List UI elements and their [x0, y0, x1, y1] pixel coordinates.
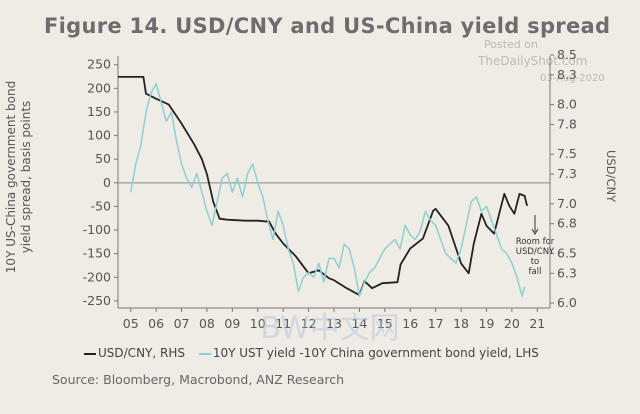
x-tick-label: 21 — [529, 316, 545, 331]
series-spread-line — [129, 82, 526, 297]
bottom-watermark: BW中文网 — [260, 311, 399, 346]
y-right-tick-label: 7.5 — [557, 146, 577, 161]
watermark-posted-on: Posted on — [484, 38, 538, 51]
x-tick-label: 14 — [351, 316, 367, 331]
annotation-text: fall — [529, 267, 542, 277]
x-tick-label: 09 — [224, 316, 240, 331]
y-right-tick-label: 6.8 — [557, 216, 577, 231]
x-tick-label: 17 — [428, 316, 444, 331]
watermark-site: TheDailyShot.com — [478, 54, 588, 68]
x-tick-label: 19 — [479, 316, 495, 331]
y-left-tick-label: -150 — [83, 246, 111, 261]
y-right-tick-label: 7.0 — [557, 196, 577, 211]
x-tick-label: 05 — [123, 316, 139, 331]
annotation-text: Room for — [516, 237, 555, 247]
y-left-tick-label: 150 — [87, 104, 111, 119]
legend-swatch-usdcny — [84, 352, 96, 355]
y-right-tick-label: 6.5 — [557, 245, 577, 260]
legend-label-spread: 10Y UST yield -10Y China government bond… — [212, 346, 539, 360]
y-left-tick-label: 200 — [87, 80, 111, 95]
x-tick-label: 06 — [148, 316, 164, 331]
legend-label-usdcny: USD/CNY, RHS — [98, 346, 185, 360]
x-tick-label: 18 — [453, 316, 469, 331]
y-right-tick-label: 8.0 — [557, 97, 577, 112]
y-right-tick-label: 8.5 — [557, 47, 577, 62]
annotation-text: USD/CNY — [516, 247, 555, 257]
y-right-tick-label: 6.0 — [557, 295, 577, 310]
x-tick-label: 16 — [402, 316, 418, 331]
annotation-arrowhead — [531, 228, 539, 235]
y-right-tick-label: 7.3 — [557, 166, 577, 181]
y-left-tick-label: 100 — [87, 128, 111, 143]
y-left-tick-label: -250 — [83, 293, 111, 308]
series-usdcny-line — [118, 76, 528, 296]
legend-swatch-spread — [198, 352, 211, 355]
y-right-tick-label: 6.3 — [557, 265, 577, 280]
x-tick-label: 11 — [275, 316, 291, 331]
annotation-text: to — [531, 257, 540, 267]
chart-title: Figure 14. USD/CNY and US-China yield sp… — [44, 14, 611, 38]
y-left-tick-label: 50 — [95, 151, 111, 166]
y-left-tick-label: 0 — [103, 175, 111, 190]
y-left-tick-label: -200 — [83, 269, 111, 284]
y-left-tick-label: -50 — [91, 198, 111, 213]
source-note: Source: Bloomberg, Macrobond, ANZ Resear… — [52, 372, 345, 387]
x-tick-label: 07 — [174, 316, 190, 331]
y-right-tick-label: 8.3 — [557, 67, 577, 82]
legend: USD/CNY, RHS 10Y UST yield -10Y China go… — [84, 346, 539, 360]
y-left-tick-label: -100 — [83, 222, 111, 237]
x-tick-label: 20 — [504, 316, 520, 331]
x-tick-label: 10 — [250, 316, 266, 331]
x-tick-label: 15 — [377, 316, 393, 331]
y-left-tick-label: 250 — [87, 57, 111, 72]
watermark-date: 03-Aug-2020 — [540, 73, 605, 84]
x-tick-label: 08 — [199, 316, 215, 331]
x-tick-label: 12 — [301, 316, 317, 331]
x-tick-label: 13 — [326, 316, 342, 331]
y-right-tick-label: 7.8 — [557, 116, 577, 131]
